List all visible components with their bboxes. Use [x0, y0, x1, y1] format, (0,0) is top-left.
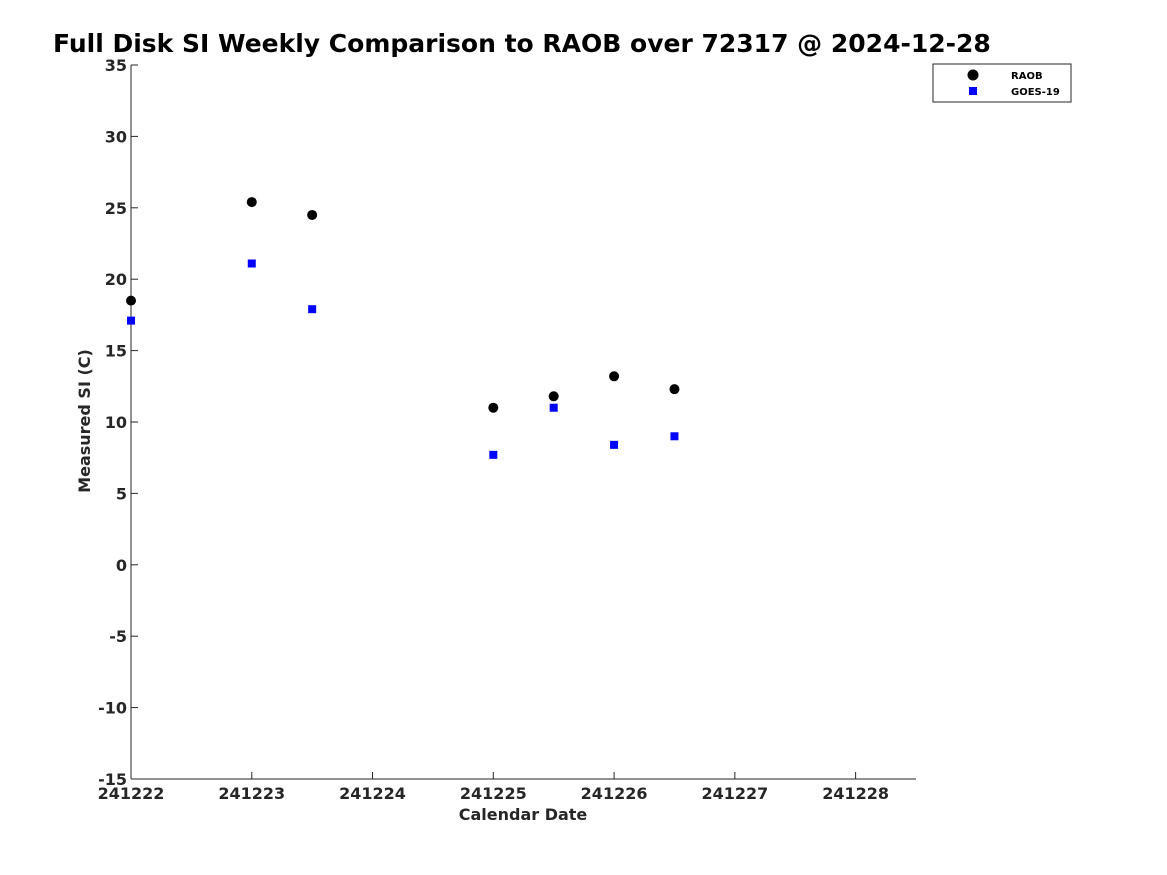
- y-tick-label: 15: [105, 342, 127, 361]
- point-goes-19: [610, 440, 619, 449]
- point-raob: [609, 371, 620, 382]
- x-axis-label: Calendar Date: [459, 805, 588, 824]
- x-tick-label: 241223: [218, 784, 285, 803]
- point-goes-19: [308, 305, 317, 314]
- point-raob: [246, 197, 257, 208]
- y-tick-label: 30: [105, 127, 127, 146]
- x-tick-label: 241222: [98, 784, 165, 803]
- y-tick-label: 35: [105, 56, 127, 75]
- legend-label-goes: GOES-19: [1011, 87, 1060, 98]
- point-raob: [307, 209, 318, 220]
- x-tick-label: 241227: [701, 784, 768, 803]
- legend-marker-raob: [967, 69, 979, 81]
- legend: RAOB GOES-19: [932, 63, 1072, 103]
- point-goes-19: [489, 450, 498, 459]
- y-tick-label: 5: [116, 484, 127, 503]
- point-raob: [488, 402, 499, 413]
- x-tick-label: 241228: [822, 784, 889, 803]
- x-ticks: 241222 241223 241224 241225 241226 241227 2412…: [98, 772, 889, 803]
- point-goes-19: [549, 403, 558, 412]
- x-tick-label: 241226: [581, 784, 648, 803]
- chart-title: Full Disk SI Weekly Comparison to RAOB o…: [53, 29, 991, 58]
- x-tick-label: 241225: [460, 784, 527, 803]
- point-raob: [548, 391, 559, 402]
- y-tick-label: 10: [105, 413, 127, 432]
- y-tick-label: -15: [98, 770, 127, 789]
- point-goes-19: [670, 432, 679, 441]
- y-tick-label: 25: [105, 199, 127, 218]
- axes: [130, 65, 916, 780]
- y-tick-label: 0: [116, 556, 127, 575]
- legend-label-raob: RAOB: [1011, 71, 1043, 82]
- y-axis-label: Measured SI (C): [75, 349, 94, 493]
- point-goes-19: [127, 316, 135, 325]
- point-goes-19: [247, 259, 256, 268]
- legend-box: [932, 63, 1072, 103]
- legend-marker-goes: [969, 87, 977, 95]
- y-tick-label: -5: [109, 627, 127, 646]
- y-ticks: -15 -10 -5 0 5 10 15 20 25 30 35: [98, 56, 138, 789]
- point-raob: [669, 384, 680, 395]
- x-tick-label: 241224: [339, 784, 406, 803]
- y-tick-label: 20: [105, 270, 127, 289]
- data-points: [126, 197, 680, 459]
- point-raob: [126, 295, 136, 306]
- y-tick-label: -10: [98, 699, 127, 718]
